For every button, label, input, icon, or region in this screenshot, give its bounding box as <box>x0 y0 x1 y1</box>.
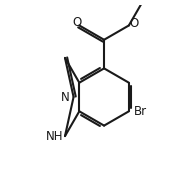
Text: O: O <box>130 17 139 30</box>
Text: N: N <box>61 90 70 104</box>
Text: NH: NH <box>46 130 64 143</box>
Text: O: O <box>73 16 82 29</box>
Text: Br: Br <box>134 105 147 118</box>
